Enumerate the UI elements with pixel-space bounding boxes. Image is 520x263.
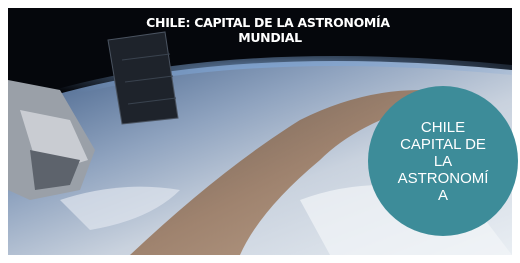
circle-line: CHILE bbox=[421, 119, 465, 136]
circle-line: CAPITAL DE bbox=[400, 136, 486, 153]
circle-line: A bbox=[438, 187, 448, 204]
page: CHILE: CAPITAL DE LA ASTRONOMÍA MUNDIAL … bbox=[0, 0, 520, 263]
title-line: CHILE: CAPITAL DE LA ASTRONOMÍA bbox=[146, 15, 390, 30]
title-line: MUNDIAL bbox=[238, 30, 302, 45]
circle-line: LA bbox=[434, 153, 452, 170]
circle-line: ASTRONOMÍ bbox=[398, 170, 490, 187]
slide: CHILE: CAPITAL DE LA ASTRONOMÍA MUNDIAL … bbox=[0, 0, 520, 263]
